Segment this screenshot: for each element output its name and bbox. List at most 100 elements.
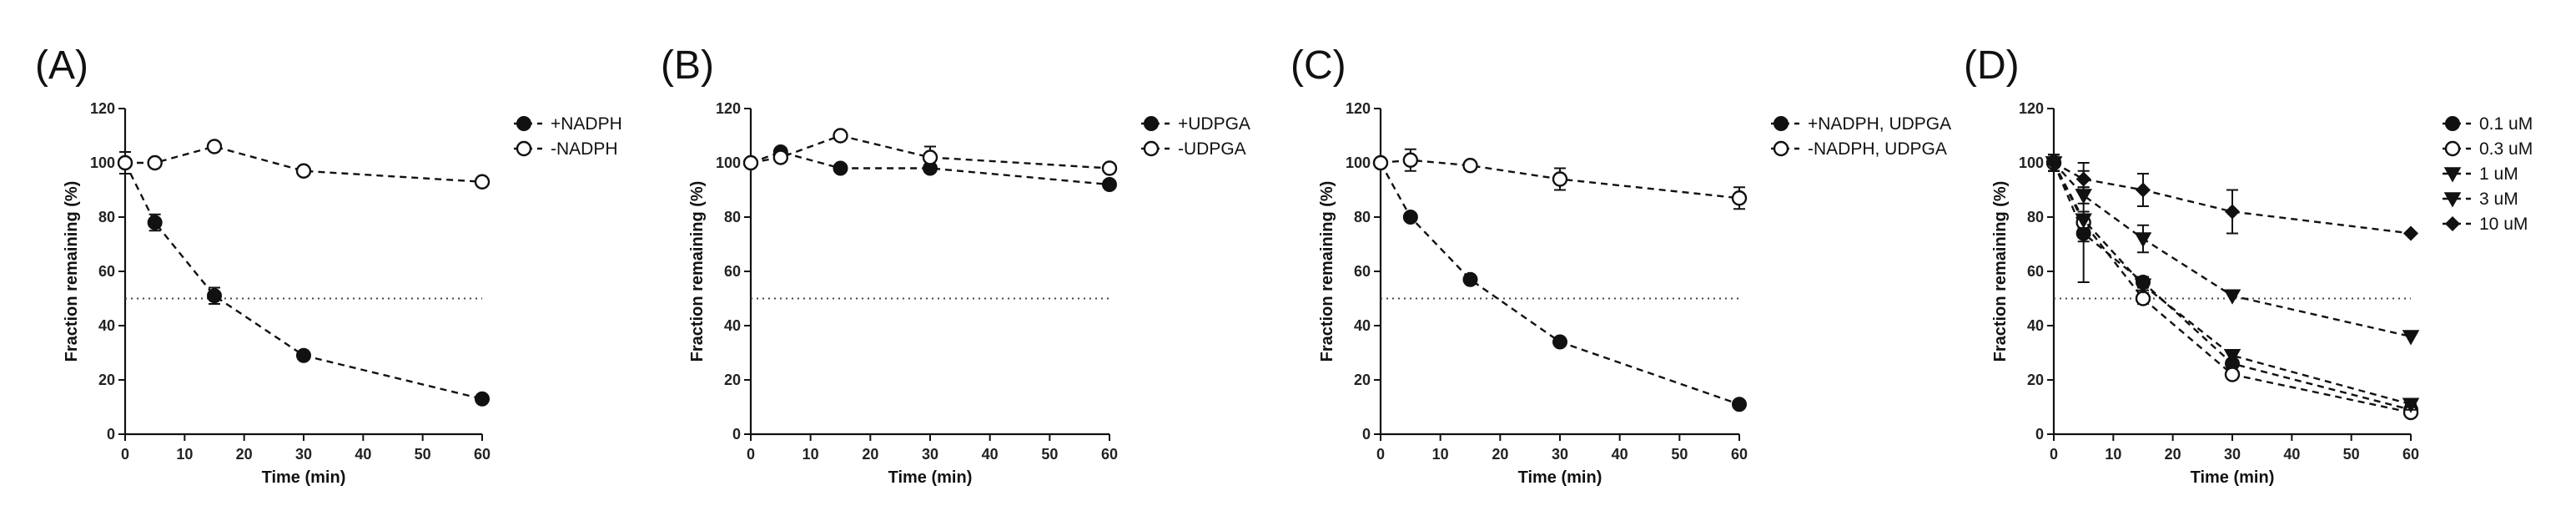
legend-label: -NADPH: [551, 139, 618, 159]
x-tick-label: 30: [295, 446, 312, 463]
legend-label: +UDPGA: [1178, 114, 1250, 134]
series-+NADPH: [118, 151, 490, 407]
x-tick-label: 10: [2105, 446, 2121, 463]
data-point: [2134, 232, 2152, 248]
y-tick-label: 20: [98, 372, 115, 388]
data-point: [2223, 289, 2241, 305]
legend-marker: [2444, 215, 2461, 232]
legend-entry: +NADPH, UDPGA: [1771, 114, 1951, 134]
data-point: [2223, 349, 2241, 365]
legend-marker: [1143, 140, 1160, 157]
y-tick-label: 120: [2019, 100, 2044, 117]
legend-label: 10 uM: [2479, 215, 2528, 234]
x-tick-label: 40: [1612, 446, 1628, 463]
data-point: [1462, 271, 1478, 287]
legend-marker: [2443, 167, 2462, 183]
legend-label: -UDPGA: [1178, 139, 1246, 159]
x-tick-label: 0: [1376, 446, 1385, 463]
legend-label: +NADPH: [551, 114, 622, 134]
panel-label: (B): [661, 43, 714, 88]
data-point: [1402, 152, 1419, 168]
legend-marker: [516, 140, 532, 157]
panel-2: (B) 0 20 40 60 80 100 120 0 10 20 30 40 50 60 Time (min…: [661, 43, 1250, 487]
data-point: [474, 174, 491, 190]
x-axis-title: Time (min): [888, 468, 973, 487]
legend-entry: -NADPH, UDPGA: [1771, 139, 1947, 159]
y-tick-label: 0: [732, 426, 741, 443]
y-tick-label: 40: [98, 317, 115, 334]
data-point: [117, 154, 133, 171]
data-point: [2224, 367, 2241, 382]
series-line: [2052, 162, 2412, 414]
series-line: [123, 162, 483, 400]
y-tick-label: 120: [716, 100, 741, 117]
legend-label: -NADPH, UDPGA: [1808, 139, 1947, 159]
legend-label: 0.3 uM: [2479, 139, 2533, 159]
data-point: [2224, 204, 2241, 220]
legend-label: +NADPH, UDPGA: [1808, 114, 1951, 134]
x-tick-label: 20: [236, 446, 253, 463]
data-point: [206, 139, 223, 154]
data-point: [833, 160, 848, 176]
data-point: [2134, 278, 2152, 294]
data-point: [1732, 397, 1747, 412]
legend-entry: -UDPGA: [1141, 139, 1246, 159]
panel-label: (C): [1291, 43, 1346, 88]
series-10 uM: [2045, 154, 2419, 241]
panel-label: (D): [1964, 43, 2020, 88]
x-tick-label: 40: [355, 446, 371, 463]
x-tick-label: 40: [2283, 446, 2300, 463]
x-tick-label: 20: [862, 446, 878, 463]
x-tick-label: 60: [1101, 446, 1118, 463]
data-point: [2075, 213, 2092, 229]
legend-marker: [1774, 116, 1789, 131]
legend-marker: [1144, 116, 1159, 131]
data-point: [833, 128, 848, 144]
data-point: [2402, 225, 2419, 241]
panel-4: (D) 0 20 40 60 80 100 120 0 10 20 30 40 50 60 Time (min…: [1964, 43, 2533, 487]
data-point: [2075, 171, 2091, 187]
y-axis-title: Fraction remaining (%): [63, 181, 81, 362]
x-tick-label: 20: [2165, 446, 2181, 463]
legend-entry: +UDPGA: [1141, 114, 1250, 134]
data-point: [742, 154, 759, 171]
data-point: [295, 163, 312, 179]
y-tick-label: 0: [2035, 426, 2044, 443]
data-point: [475, 391, 490, 407]
data-point: [2135, 291, 2151, 306]
x-tick-label: 40: [982, 446, 999, 463]
x-tick-label: 0: [2050, 446, 2058, 463]
data-point: [2075, 189, 2092, 205]
x-axis-title: Time (min): [262, 468, 346, 487]
y-tick-label: 120: [90, 100, 115, 117]
data-point: [207, 288, 222, 304]
legend-entry: -NADPH: [514, 139, 618, 159]
legend-label: 0.1 uM: [2479, 114, 2533, 134]
x-tick-label: 50: [2343, 446, 2360, 463]
series--NADPH, UDPGA: [1372, 148, 1748, 210]
data-point: [2402, 397, 2420, 413]
x-axis-title: Time (min): [1518, 468, 1602, 487]
y-axis-title: Fraction remaining (%): [1318, 181, 1336, 362]
x-tick-label: 60: [474, 446, 491, 463]
legend-entry: +NADPH: [514, 114, 622, 134]
x-tick-label: 60: [1731, 446, 1748, 463]
y-tick-label: 100: [716, 154, 741, 171]
series--NADPH: [117, 139, 491, 190]
y-tick-label: 100: [1346, 154, 1371, 171]
y-tick-label: 80: [1354, 209, 1371, 225]
x-tick-label: 10: [176, 446, 193, 463]
y-tick-label: 20: [724, 372, 741, 388]
x-tick-label: 10: [1432, 446, 1449, 463]
data-point: [1101, 160, 1118, 176]
y-tick-label: 80: [98, 209, 115, 225]
data-point: [1731, 190, 1748, 206]
x-tick-label: 30: [922, 446, 938, 463]
x-tick-label: 50: [1671, 446, 1688, 463]
series-line: [2053, 162, 2412, 338]
y-tick-label: 20: [2027, 372, 2044, 388]
x-tick-label: 60: [2402, 446, 2419, 463]
y-tick-label: 40: [2027, 317, 2044, 334]
y-tick-label: 100: [2019, 154, 2044, 171]
